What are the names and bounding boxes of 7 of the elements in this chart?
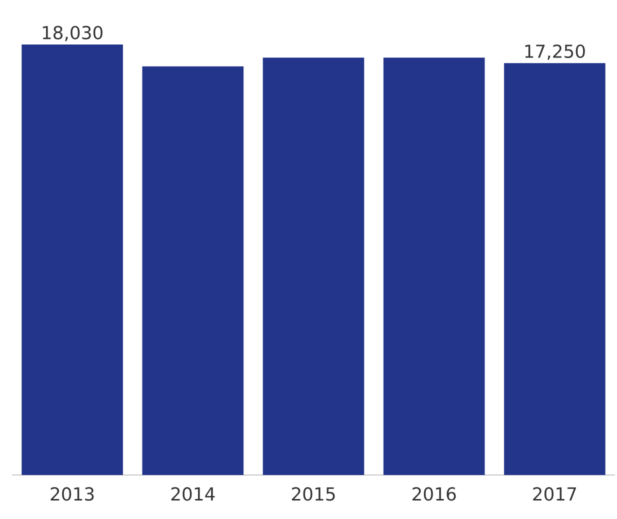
data-label: 17,250: [525, 44, 585, 60]
x-tick-label: 2013: [50, 487, 94, 501]
data-label: 18,030: [42, 26, 102, 42]
x-tick-label: 2015: [292, 487, 335, 501]
x-tick-label: 2017: [533, 487, 576, 501]
x-tick-label: 2014: [171, 487, 215, 501]
x-tick-label: 2016: [412, 487, 456, 501]
